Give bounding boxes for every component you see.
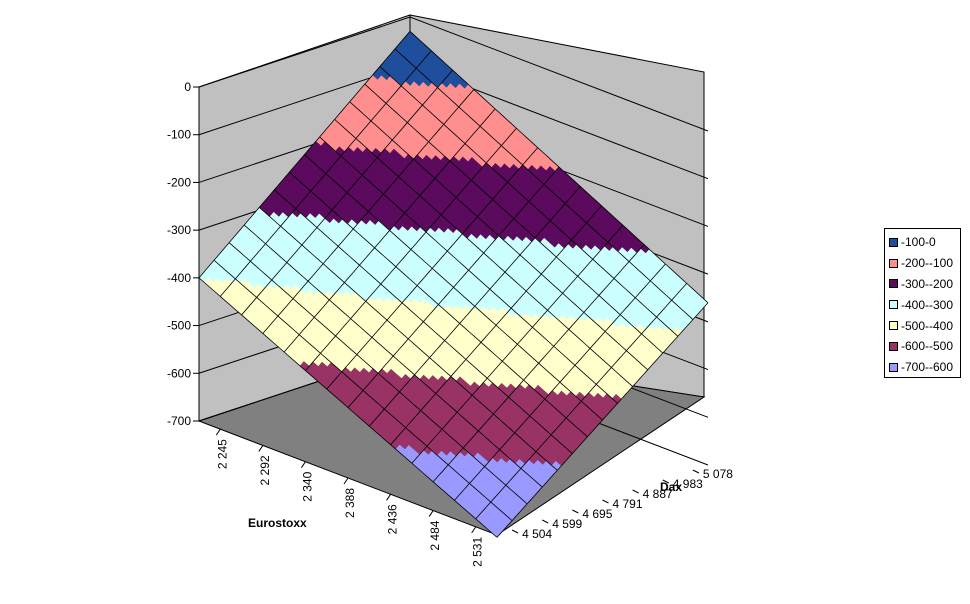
dax-tick-mark bbox=[692, 469, 700, 474]
legend-swatch bbox=[889, 362, 898, 372]
eurostoxx-tick-mark bbox=[215, 428, 221, 436]
eurostoxx-tick-label: 2 436 bbox=[386, 504, 400, 534]
eurostoxx-tick-label: 2 292 bbox=[258, 455, 272, 485]
eurostoxx-tick-mark bbox=[471, 526, 477, 534]
z-gridline bbox=[198, 16, 709, 132]
legend: -100-0 -200--100 -300--200 -400--300 -500--4… bbox=[884, 228, 961, 378]
legend-swatch bbox=[889, 258, 898, 268]
mesh-line bbox=[432, 244, 645, 483]
mesh-line bbox=[475, 283, 688, 520]
eurostoxx-tick-mark bbox=[428, 510, 434, 517]
dax-tick-label: 5 078 bbox=[703, 467, 733, 481]
dax-tick-label: 4 791 bbox=[613, 497, 643, 511]
legend-swatch bbox=[889, 279, 898, 289]
z-tick-label: 0 bbox=[184, 80, 191, 94]
legend-label: -100-0 bbox=[901, 235, 936, 250]
dax-tick-mark bbox=[511, 529, 519, 534]
mesh-line bbox=[496, 302, 709, 538]
z-tick-label: -200 bbox=[167, 175, 191, 189]
legend-swatch bbox=[889, 341, 898, 351]
mesh-line bbox=[411, 224, 624, 464]
mesh-line bbox=[368, 186, 581, 427]
z-tick-label: -700 bbox=[167, 414, 191, 428]
eurostoxx-axis-ticks: 2 245 2 292 2 340 2 388 2 436 2 484 2 531 bbox=[215, 428, 485, 567]
legend-label: -400--300 bbox=[901, 297, 954, 312]
mesh-line bbox=[390, 205, 602, 445]
legend-item: -400--300 bbox=[889, 294, 960, 315]
z-tick-label: -300 bbox=[167, 223, 191, 237]
dax-tick-label: 4 504 bbox=[522, 527, 552, 541]
mesh-line bbox=[394, 48, 694, 320]
dax-tick-mark bbox=[602, 499, 609, 504]
dax-tick-label: 4 983 bbox=[673, 477, 703, 491]
eurostoxx-tick-mark bbox=[258, 445, 264, 452]
eurostoxx-tick-label: 2 245 bbox=[215, 439, 229, 469]
legend-swatch bbox=[889, 300, 898, 310]
eurostoxx-tick-mark bbox=[343, 477, 349, 485]
eurostoxx-tick-label: 2 484 bbox=[428, 520, 442, 550]
legend-item: -200--100 bbox=[889, 253, 960, 274]
z-axis-ticks: 0 -100 -200 -300 -400 -500 -600 -700 bbox=[167, 80, 199, 428]
eurostoxx-tick-mark bbox=[301, 461, 306, 468]
surface-mesh bbox=[198, 30, 709, 538]
eurostoxx-tick-mark bbox=[386, 494, 391, 501]
legend-label: -700--600 bbox=[901, 360, 954, 375]
legend-label: -300--200 bbox=[901, 276, 954, 291]
dax-tick-mark bbox=[541, 519, 549, 524]
z-tick-label: -400 bbox=[167, 271, 191, 285]
mesh-line bbox=[364, 83, 664, 354]
legend-swatch bbox=[889, 237, 898, 247]
z-tick-label: -600 bbox=[167, 366, 191, 380]
eurostoxx-tick-label: 2 531 bbox=[471, 537, 485, 567]
legend-item: -700--600 bbox=[889, 357, 960, 378]
dax-tick-label: 4 695 bbox=[582, 507, 612, 521]
eurostoxx-tick-label: 2 340 bbox=[300, 471, 314, 501]
dax-axis-title: Dax bbox=[660, 480, 682, 494]
mesh-line bbox=[334, 119, 633, 387]
eurostoxx-axis-title: Eurostoxx bbox=[248, 516, 307, 530]
z-tick-label: -100 bbox=[167, 128, 191, 142]
z-tick-label: -500 bbox=[167, 319, 191, 333]
dax-tick-label: 4 599 bbox=[552, 517, 582, 531]
mesh-line bbox=[409, 31, 709, 304]
legend-item: -100-0 bbox=[889, 232, 960, 253]
mesh-line bbox=[304, 154, 603, 421]
mesh-line bbox=[319, 136, 618, 404]
legend-label: -200--100 bbox=[901, 256, 954, 271]
eurostoxx-tick-label: 2 388 bbox=[343, 488, 357, 518]
legend-label: -500--400 bbox=[901, 318, 954, 333]
dax-tick-mark bbox=[662, 479, 670, 484]
mesh-line bbox=[379, 66, 679, 337]
legend-swatch bbox=[889, 321, 898, 331]
legend-label: -600--500 bbox=[901, 339, 954, 354]
dax-tick-label: 4 887 bbox=[643, 487, 673, 501]
dax-tick-mark bbox=[632, 489, 639, 494]
legend-item: -300--200 bbox=[889, 274, 960, 295]
dax-tick-mark bbox=[572, 509, 579, 514]
legend-item: -600--500 bbox=[889, 336, 960, 357]
mesh-line bbox=[454, 263, 666, 501]
legend-item: -500--400 bbox=[889, 315, 960, 336]
mesh-line bbox=[349, 101, 648, 371]
